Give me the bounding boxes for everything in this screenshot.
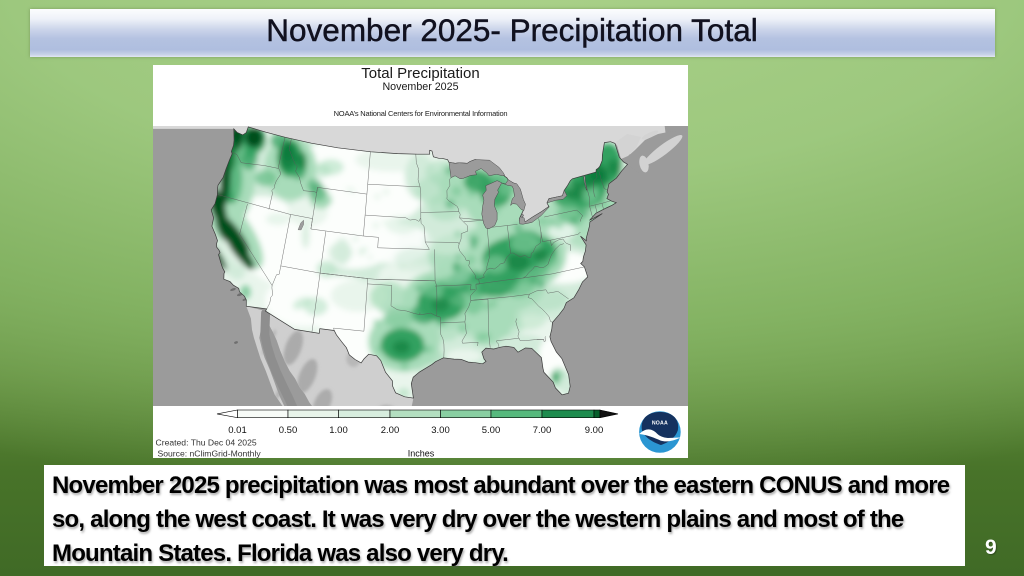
svg-text:Inches: Inches — [408, 449, 435, 459]
svg-text:NOAA: NOAA — [652, 421, 668, 427]
svg-text:1.00: 1.00 — [329, 425, 348, 436]
svg-text:3.00: 3.00 — [431, 425, 450, 436]
svg-text:5.00: 5.00 — [482, 425, 501, 436]
svg-text:0.50: 0.50 — [279, 425, 298, 436]
svg-text:2.00: 2.00 — [381, 425, 400, 436]
svg-text:0.01: 0.01 — [228, 425, 247, 436]
svg-text:7.00: 7.00 — [533, 425, 552, 436]
svg-text:Source: nClimGrid-Monthly: Source: nClimGrid-Monthly — [158, 449, 262, 459]
svg-text:9.00: 9.00 — [585, 425, 604, 436]
svg-text:Created: Thu Dec 04 2025: Created: Thu Dec 04 2025 — [156, 438, 257, 448]
